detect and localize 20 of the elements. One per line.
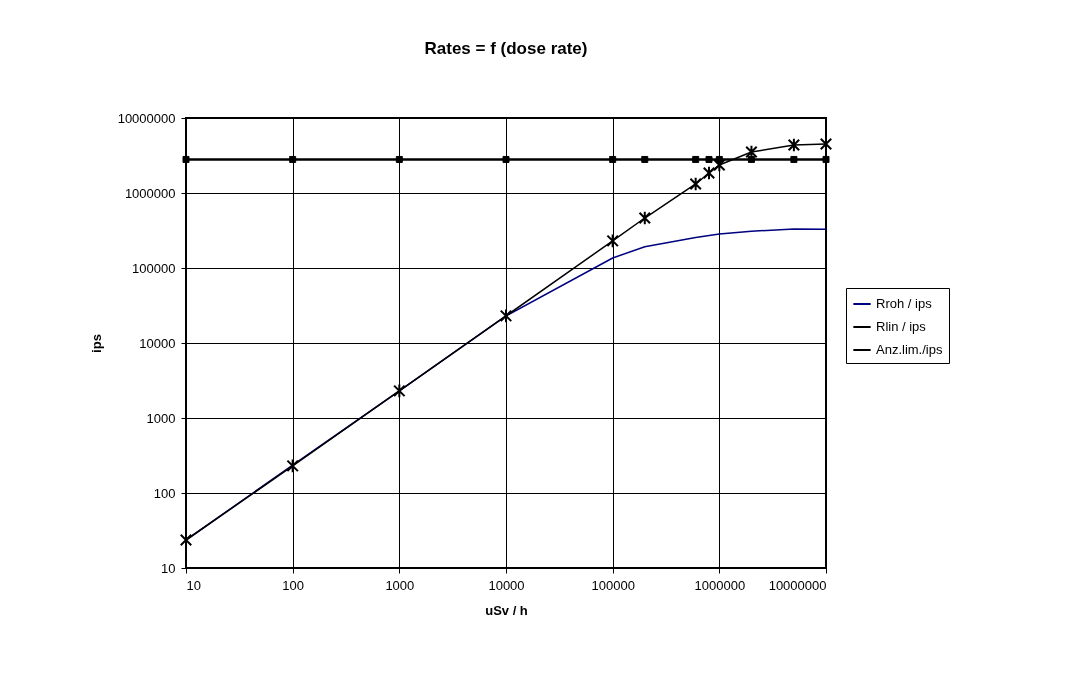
x-tick-label: 1000000 [694, 577, 746, 593]
legend-label: Rroh / ips [876, 296, 933, 311]
x-tick-label: 10 [186, 577, 201, 593]
y-tick-label: 1000 [146, 410, 176, 426]
y-tick-label: 100000 [132, 260, 176, 276]
x-tick-label: 10000 [488, 577, 525, 593]
legend-label: Anz.lim./ips [876, 342, 943, 357]
y-tick-label: 10000 [139, 335, 176, 351]
y-tick-label: 10000000 [117, 110, 176, 126]
x-tick-label: 10000000 [768, 577, 827, 593]
x-tick-label: 1000 [385, 577, 415, 593]
x-tick-label: 100000 [591, 577, 635, 593]
y-tick-label: 1000000 [124, 185, 176, 201]
y-tick-label: 100 [153, 485, 176, 501]
chart-title: Rates = f (dose rate) [424, 39, 588, 58]
x-tick-label: 100 [282, 577, 305, 593]
legend-label: Rlin / ips [876, 319, 927, 334]
x-axis-title: uSv / h [485, 602, 528, 618]
y-axis-title: ips [88, 334, 104, 353]
y-tick-label: 10 [161, 560, 176, 576]
